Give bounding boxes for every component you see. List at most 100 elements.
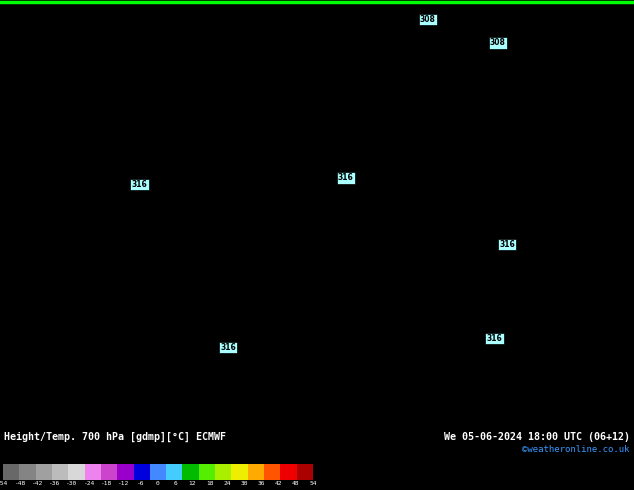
Text: 6: 6 bbox=[202, 187, 206, 193]
Text: 4: 4 bbox=[20, 104, 25, 110]
Text: 5: 5 bbox=[392, 220, 396, 225]
Text: 6: 6 bbox=[464, 286, 469, 292]
Text: 1: 1 bbox=[39, 22, 43, 28]
Text: 4: 4 bbox=[510, 104, 514, 110]
Text: 9: 9 bbox=[157, 318, 160, 324]
Text: 4: 4 bbox=[392, 38, 396, 44]
Text: 5: 5 bbox=[392, 187, 396, 193]
Text: 7: 7 bbox=[120, 236, 124, 242]
Text: 5: 5 bbox=[455, 203, 460, 209]
Text: 316: 316 bbox=[487, 334, 502, 343]
Text: 7: 7 bbox=[347, 417, 351, 423]
Text: 7: 7 bbox=[274, 220, 278, 225]
Text: 7: 7 bbox=[628, 385, 631, 391]
Text: 12: 12 bbox=[100, 385, 108, 391]
Text: 8: 8 bbox=[527, 417, 532, 423]
Text: 3: 3 bbox=[111, 88, 115, 94]
Text: 5: 5 bbox=[147, 170, 152, 176]
Text: 10: 10 bbox=[27, 351, 36, 358]
Text: 7: 7 bbox=[537, 286, 541, 292]
Text: 7: 7 bbox=[93, 236, 97, 242]
Text: 6: 6 bbox=[410, 236, 414, 242]
Text: 6: 6 bbox=[609, 269, 614, 275]
Text: 7: 7 bbox=[491, 335, 496, 341]
Text: 5: 5 bbox=[609, 187, 614, 193]
Text: 4: 4 bbox=[374, 104, 378, 110]
Text: 8: 8 bbox=[265, 269, 269, 275]
Text: 4: 4 bbox=[337, 137, 342, 143]
Text: 10: 10 bbox=[100, 318, 108, 324]
Text: 6: 6 bbox=[283, 220, 287, 225]
Text: 5: 5 bbox=[292, 137, 297, 143]
Text: 5: 5 bbox=[247, 137, 251, 143]
Text: 7: 7 bbox=[464, 335, 469, 341]
Text: 7: 7 bbox=[455, 302, 460, 308]
Text: 9: 9 bbox=[184, 286, 188, 292]
Text: 6: 6 bbox=[328, 236, 333, 242]
Text: 4: 4 bbox=[274, 104, 278, 110]
Text: 4: 4 bbox=[129, 121, 133, 127]
Text: 5: 5 bbox=[356, 203, 360, 209]
Text: 6: 6 bbox=[311, 385, 314, 391]
Text: 7: 7 bbox=[301, 385, 306, 391]
Text: 5: 5 bbox=[392, 154, 396, 160]
Text: 5: 5 bbox=[301, 286, 306, 292]
Text: 5: 5 bbox=[491, 187, 496, 193]
Text: 3: 3 bbox=[102, 71, 107, 77]
Text: 10: 10 bbox=[82, 335, 90, 341]
Text: 3: 3 bbox=[301, 22, 306, 28]
Text: 12: 12 bbox=[154, 385, 163, 391]
Text: 8: 8 bbox=[256, 269, 260, 275]
Text: 7: 7 bbox=[165, 236, 170, 242]
Text: 12: 12 bbox=[191, 417, 199, 423]
Text: 6: 6 bbox=[3, 187, 6, 193]
Text: 9: 9 bbox=[138, 302, 143, 308]
Text: 7: 7 bbox=[555, 286, 559, 292]
Text: 8: 8 bbox=[628, 368, 631, 374]
Text: 4: 4 bbox=[292, 121, 297, 127]
Text: 2: 2 bbox=[238, 71, 242, 77]
Text: 2: 2 bbox=[30, 38, 34, 44]
Text: 6: 6 bbox=[609, 121, 614, 127]
Text: 5: 5 bbox=[527, 71, 532, 77]
Text: 7: 7 bbox=[482, 417, 487, 423]
Text: 4: 4 bbox=[84, 121, 88, 127]
Text: 4: 4 bbox=[39, 121, 43, 127]
Text: 1: 1 bbox=[265, 5, 269, 11]
Text: 3: 3 bbox=[120, 71, 124, 77]
Text: 10: 10 bbox=[217, 335, 226, 341]
Text: 6: 6 bbox=[582, 187, 586, 193]
Text: 6: 6 bbox=[320, 286, 323, 292]
Text: 5: 5 bbox=[564, 187, 568, 193]
Text: 1: 1 bbox=[3, 5, 6, 11]
Text: 3: 3 bbox=[410, 22, 414, 28]
Text: 6: 6 bbox=[165, 170, 170, 176]
Text: 4: 4 bbox=[537, 71, 541, 77]
Text: 5: 5 bbox=[527, 187, 532, 193]
Text: 1: 1 bbox=[20, 5, 25, 11]
Text: 8: 8 bbox=[157, 269, 160, 275]
Text: 5: 5 bbox=[292, 187, 297, 193]
Text: 8: 8 bbox=[147, 253, 152, 259]
Text: 6: 6 bbox=[519, 269, 523, 275]
Text: 7: 7 bbox=[419, 351, 424, 358]
Text: 13: 13 bbox=[227, 417, 235, 423]
Text: 9: 9 bbox=[238, 286, 242, 292]
Text: 6: 6 bbox=[283, 170, 287, 176]
Text: 1: 1 bbox=[174, 22, 179, 28]
Text: 5: 5 bbox=[365, 269, 369, 275]
Bar bbox=[231, 464, 248, 480]
Text: 3: 3 bbox=[347, 22, 351, 28]
Text: 6: 6 bbox=[582, 335, 586, 341]
Text: 4: 4 bbox=[546, 22, 550, 28]
Text: 7: 7 bbox=[510, 236, 514, 242]
Text: 4: 4 bbox=[510, 22, 514, 28]
Text: 5: 5 bbox=[537, 154, 541, 160]
Text: 8: 8 bbox=[618, 417, 623, 423]
Text: 4: 4 bbox=[519, 5, 523, 11]
Text: 4: 4 bbox=[446, 137, 450, 143]
Text: 5: 5 bbox=[410, 88, 414, 94]
Text: 6: 6 bbox=[220, 187, 224, 193]
Text: 5: 5 bbox=[274, 137, 278, 143]
Text: 9: 9 bbox=[84, 269, 88, 275]
